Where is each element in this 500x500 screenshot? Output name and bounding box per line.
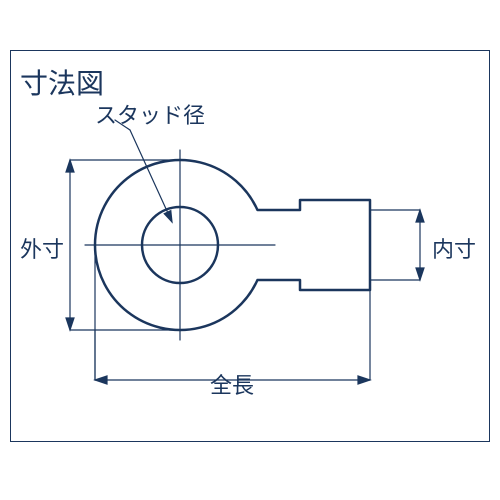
drawing-svg bbox=[0, 0, 500, 500]
diagram-canvas: 寸法図 スタッド径 外寸 内寸 全長 bbox=[0, 0, 500, 500]
